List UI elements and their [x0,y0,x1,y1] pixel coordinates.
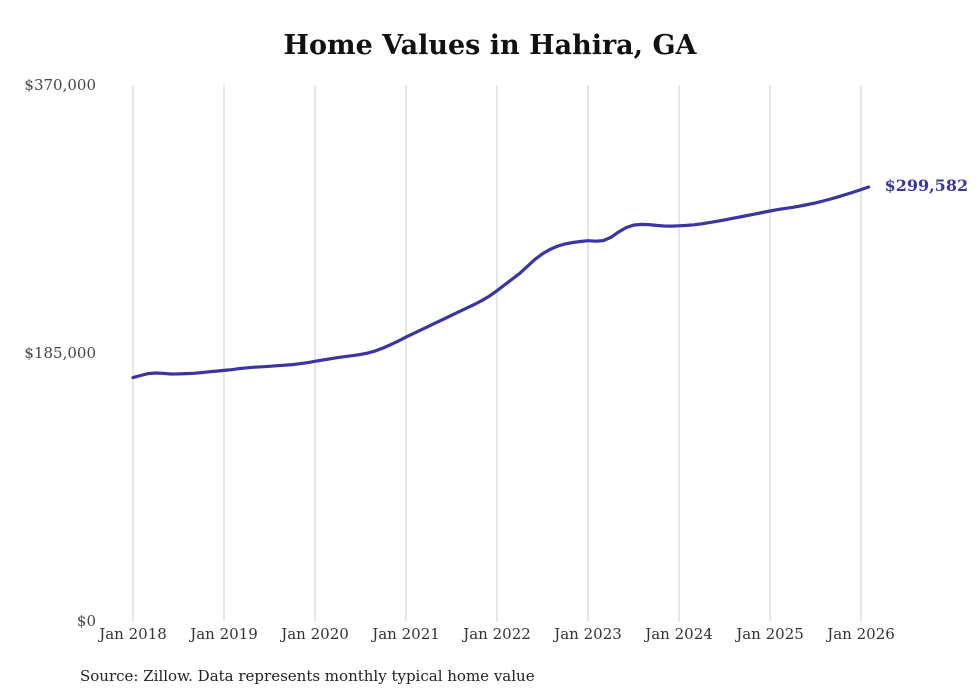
x-axis-label: Jan 2025 [736,625,804,643]
x-axis-label: Jan 2018 [99,625,167,643]
y-axis-label: $185,000 [24,344,96,362]
x-axis-label: Jan 2019 [190,625,258,643]
x-axis-label: Jan 2021 [372,625,440,643]
page-title: Home Values in Hahira, GA [283,30,697,61]
x-axis-label: Jan 2026 [827,625,895,643]
y-axis-label: $0 [76,612,96,630]
latest-value-label: $299,582 [884,176,969,195]
x-axis-label: Jan 2020 [281,625,349,643]
value-line [131,185,871,380]
x-axis-label: Jan 2024 [645,625,713,643]
x-axis-label: Jan 2022 [463,625,531,643]
x-axis-label: Jan 2023 [554,625,622,643]
source-note: Source: Zillow. Data represents monthly … [80,667,535,685]
y-axis-label: $370,000 [24,76,96,94]
